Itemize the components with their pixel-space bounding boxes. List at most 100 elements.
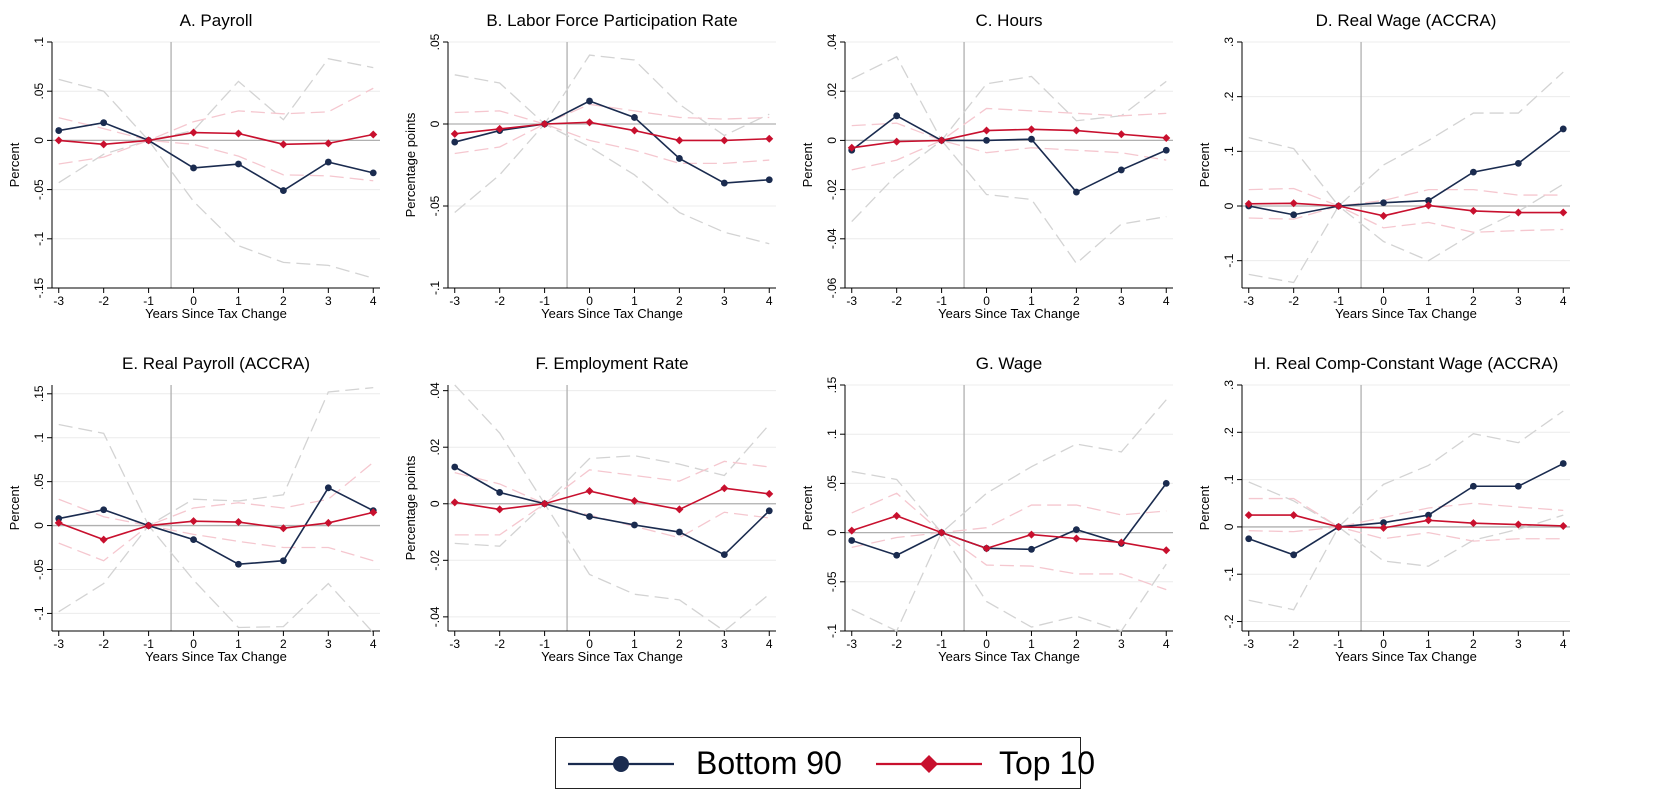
- x-axis-label: Years Since Tax Change: [145, 306, 287, 321]
- x-tick-label: 1: [1425, 294, 1432, 308]
- x-axis-label: Years Since Tax Change: [938, 649, 1080, 664]
- point-bottom-90: [1290, 211, 1298, 219]
- point-top-10: [1514, 520, 1523, 529]
- y-tick-label: .1: [825, 429, 839, 439]
- x-tick-label: 4: [1163, 637, 1170, 651]
- legend-label-bottom-90: Bottom 90: [696, 745, 842, 781]
- y-tick-label: 0: [32, 137, 46, 144]
- y-tick-label: -.15: [32, 277, 46, 298]
- series-line-top-10: [1248, 514, 1564, 529]
- chart-title: G. Wage: [976, 354, 1042, 373]
- series-line-top-10: [58, 131, 374, 146]
- y-tick-label: -.05: [32, 559, 46, 580]
- y-tick-label: .05: [32, 473, 46, 490]
- point-top-10: [765, 489, 774, 498]
- x-tick-label: 3: [721, 294, 728, 308]
- legend-item-bottom-90: Bottom 90: [566, 738, 842, 790]
- x-tick-label: -3: [449, 294, 460, 308]
- series-line-top-10: [58, 511, 374, 541]
- x-axis-label: Years Since Tax Change: [541, 306, 683, 321]
- point-bottom-90: [1162, 480, 1170, 487]
- x-axis-label: Years Since Tax Change: [938, 306, 1080, 321]
- point-bottom-90: [451, 463, 459, 471]
- y-tick-label: -.02: [825, 179, 839, 200]
- x-tick-label: 4: [370, 637, 377, 651]
- x-tick-label: -3: [449, 637, 460, 651]
- point-top-10: [937, 136, 946, 145]
- x-tick-label: 3: [325, 637, 332, 651]
- point-bottom-90: [631, 521, 638, 529]
- point-bottom-90: [848, 537, 856, 544]
- point-top-10: [540, 499, 549, 508]
- ci-upper-top-10: [1248, 497, 1564, 528]
- y-tick-label: .2: [1222, 91, 1236, 101]
- ci-lower-bottom-90: [1248, 183, 1564, 284]
- x-tick-label: 1: [235, 637, 242, 651]
- x-tick-label: -3: [846, 294, 857, 308]
- x-tick-label: 0: [586, 294, 593, 308]
- x-tick-label: 2: [1073, 637, 1080, 651]
- point-top-10: [1289, 199, 1298, 208]
- point-top-10: [892, 137, 901, 146]
- point-bottom-90: [324, 484, 332, 492]
- y-tick-label: .05: [32, 83, 46, 100]
- y-tick-label: .05: [428, 33, 442, 50]
- point-top-10: [369, 130, 378, 139]
- x-tick-label: -2: [1288, 294, 1299, 308]
- ci-lower-bottom-90: [851, 139, 1167, 265]
- point-top-10: [234, 129, 243, 138]
- point-top-10: [847, 526, 856, 535]
- point-bottom-90: [55, 515, 63, 522]
- point-top-10: [1559, 521, 1568, 530]
- chart-panel-7: .15 .1 .05 0 -.05 -.1 -3 -2 -1 0 1 2 3 4 G. Wage Years …: [800, 354, 1173, 664]
- point-top-10: [1027, 530, 1036, 539]
- y-tick-label: -.04: [825, 228, 839, 249]
- point-bottom-90: [235, 560, 242, 568]
- point-top-10: [982, 126, 991, 135]
- point-top-10: [324, 518, 333, 527]
- point-top-10: [189, 517, 198, 526]
- x-tick-label: 1: [631, 294, 638, 308]
- point-top-10: [189, 128, 198, 137]
- y-axis-label: Percent: [800, 485, 815, 530]
- point-top-10: [1162, 133, 1171, 142]
- y-tick-label: .3: [1222, 380, 1236, 390]
- point-bottom-90: [190, 536, 197, 544]
- point-bottom-90: [369, 169, 377, 177]
- point-top-10: [892, 511, 901, 520]
- legend-swatch-bottom-90: [568, 756, 674, 772]
- point-bottom-90: [1425, 197, 1432, 204]
- point-bottom-90: [1072, 188, 1080, 196]
- x-tick-label: 0: [1380, 637, 1387, 651]
- point-bottom-90: [1072, 526, 1080, 534]
- point-top-10: [540, 120, 549, 128]
- x-tick-label: 0: [190, 294, 197, 308]
- point-bottom-90: [1028, 545, 1035, 553]
- point-bottom-90: [1559, 125, 1567, 133]
- chart-panel-1: .1 .05 0 -.05 -.1 -.15 -3 -2 -1 0 1 2 3 4 A. Payroll Ye…: [7, 11, 380, 321]
- x-tick-label: 0: [983, 294, 990, 308]
- y-axis-label: Percent: [800, 142, 815, 187]
- x-tick-label: 3: [1515, 294, 1522, 308]
- point-top-10: [585, 118, 594, 127]
- point-top-10: [1559, 208, 1568, 217]
- ci-lower-bottom-90: [58, 524, 374, 634]
- ci-upper-bottom-90: [1248, 71, 1564, 207]
- point-top-10: [234, 518, 243, 527]
- point-bottom-90: [675, 155, 683, 162]
- point-top-10: [1334, 522, 1343, 531]
- y-tick-label: -.04: [428, 606, 442, 627]
- point-top-10: [279, 524, 288, 533]
- point-top-10: [1469, 206, 1478, 215]
- x-tick-label: 1: [1028, 294, 1035, 308]
- ci-lower-bottom-90: [1248, 514, 1564, 611]
- x-tick-label: 0: [190, 637, 197, 651]
- y-axis-label: Percent: [1197, 142, 1212, 187]
- ci-lower-bottom-90: [454, 502, 770, 632]
- point-bottom-90: [1514, 482, 1522, 490]
- series-line-bottom-90: [58, 486, 374, 566]
- point-bottom-90: [1514, 159, 1522, 167]
- y-tick-label: .04: [825, 33, 839, 50]
- legend-item-top-10: Top 10: [874, 738, 1095, 790]
- x-tick-label: -2: [891, 294, 902, 308]
